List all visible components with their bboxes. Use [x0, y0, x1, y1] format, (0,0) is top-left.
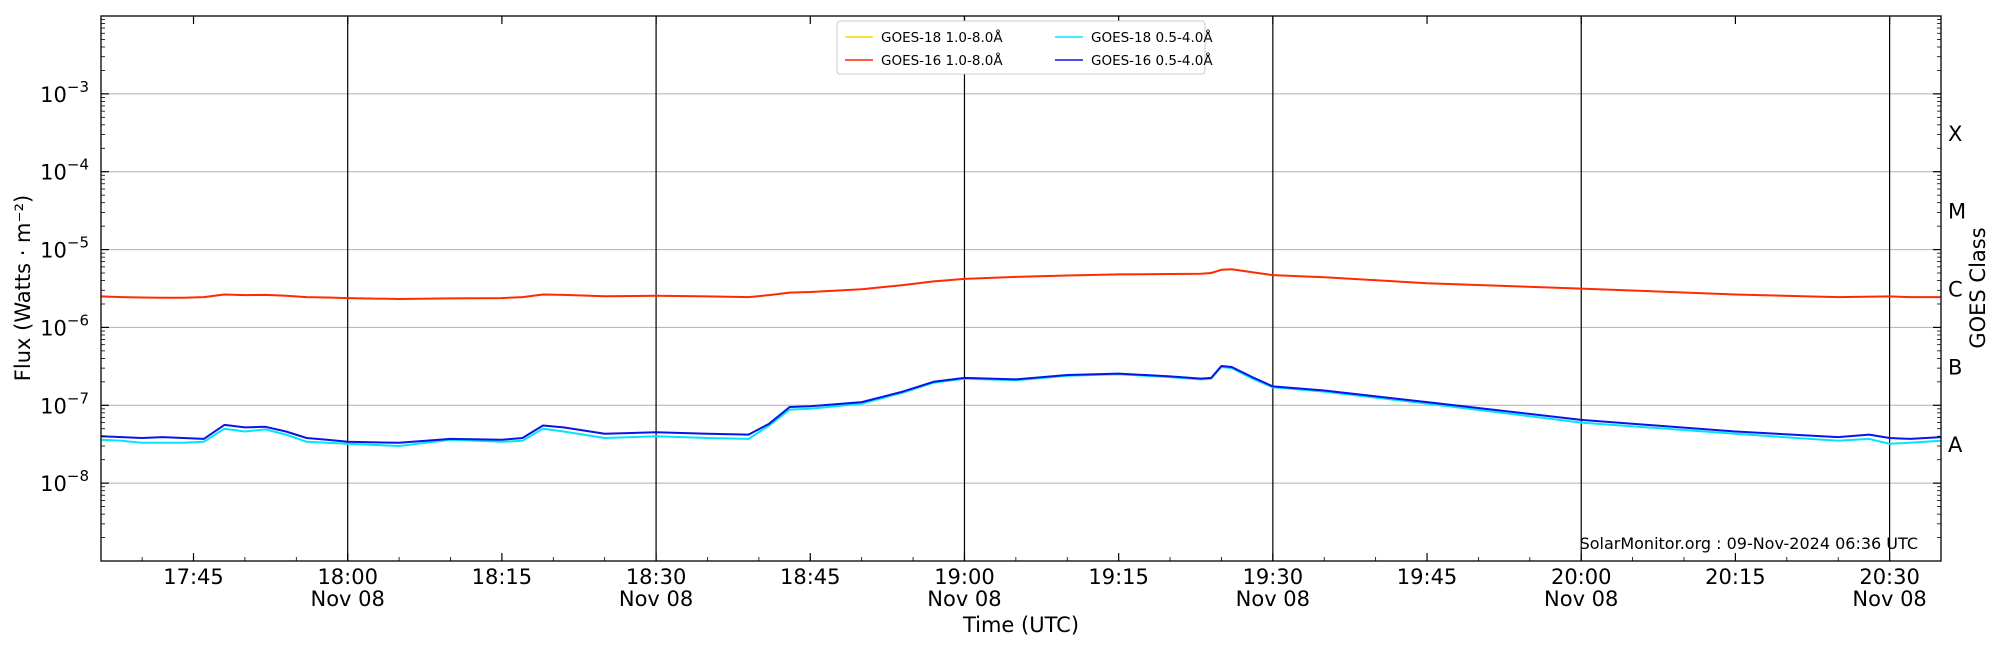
y-tick-label: 10−4 — [40, 156, 89, 185]
legend-box — [836, 20, 1206, 75]
credit-text: SolarMonitor.org : 09-Nov-2024 06:36 UTC — [1580, 534, 1918, 553]
y-tick-exponent: −5 — [67, 234, 89, 252]
y-tick-label: 10−6 — [40, 311, 89, 340]
x-tick-label: 20:15 — [1705, 565, 1766, 589]
series-line-1 — [100, 268, 1941, 300]
y-tick-base: 10 — [40, 316, 67, 340]
y-tick-exponent: −6 — [67, 311, 89, 329]
plot-frame — [100, 15, 1942, 562]
y-tick-exponent: −4 — [67, 156, 89, 174]
x-tick-label: 20:30 — [1859, 565, 1920, 589]
y-axis-ticks: 10−810−710−610−510−410−3 — [40, 19, 1941, 538]
y-tick-base: 10 — [40, 472, 67, 496]
y-tick-label: 10−5 — [40, 234, 89, 263]
x-tick-date: Nov 08 — [311, 587, 385, 611]
x-axis-label: Time (UTC) — [962, 613, 1079, 637]
y-tick-base: 10 — [40, 239, 67, 263]
series-layer — [100, 268, 1942, 447]
series-line-3 — [100, 365, 1942, 444]
x-tick-label: 18:00 — [317, 565, 378, 589]
y-tick-base: 10 — [40, 161, 67, 185]
x-tick-label: 19:30 — [1243, 565, 1304, 589]
legend-label: GOES-18 0.5-4.0Å — [1091, 29, 1213, 46]
y-tick-label: 10−3 — [40, 78, 89, 107]
legend-label: GOES-16 0.5-4.0Å — [1091, 52, 1213, 69]
x-tick-label: 20:00 — [1551, 565, 1612, 589]
goes-class-label: B — [1948, 355, 1962, 379]
legend-label: GOES-16 1.0-8.0Å — [881, 52, 1003, 69]
goes-class-label: X — [1948, 122, 1962, 146]
x-tick-label: 18:30 — [626, 565, 687, 589]
y-axis-label: Flux (Watts · m⁻²) — [11, 195, 35, 381]
y-tick-label: 10−7 — [40, 389, 89, 418]
x-tick-date: Nov 08 — [1236, 587, 1310, 611]
y-tick-label: 10−8 — [40, 467, 89, 496]
goes-class-label: M — [1948, 200, 1966, 224]
series-line-2 — [100, 366, 1942, 447]
goes-class-labels: A B C M X — [1948, 122, 1966, 457]
y-tick-exponent: −7 — [67, 389, 89, 407]
x-tick-label: 17:45 — [163, 565, 224, 589]
legend: GOES-18 1.0-8.0Å GOES-16 1.0-8.0Å GOES-18 … — [836, 20, 1213, 75]
x-tick-date: Nov 08 — [1852, 587, 1926, 611]
x-tick-date: Nov 08 — [1544, 587, 1618, 611]
x-tick-label: 19:45 — [1397, 565, 1458, 589]
horizontal-grid — [101, 93, 1941, 484]
x-tick-label: 18:45 — [780, 565, 841, 589]
y-tick-exponent: −8 — [67, 467, 89, 485]
y-tick-base: 10 — [40, 394, 67, 418]
x-tick-label: 19:00 — [934, 565, 995, 589]
y2-axis-label: GOES Class — [1966, 227, 1990, 348]
legend-label: GOES-18 1.0-8.0Å — [881, 29, 1003, 46]
goes-class-label: C — [1948, 278, 1963, 302]
y-tick-base: 10 — [40, 83, 67, 107]
x-tick-label: 19:15 — [1088, 565, 1149, 589]
goes-class-label: A — [1948, 433, 1963, 457]
x-tick-label: 18:15 — [472, 565, 533, 589]
x-tick-date: Nov 08 — [619, 587, 693, 611]
y-tick-exponent: −3 — [67, 78, 89, 96]
x-tick-date: Nov 08 — [927, 587, 1001, 611]
